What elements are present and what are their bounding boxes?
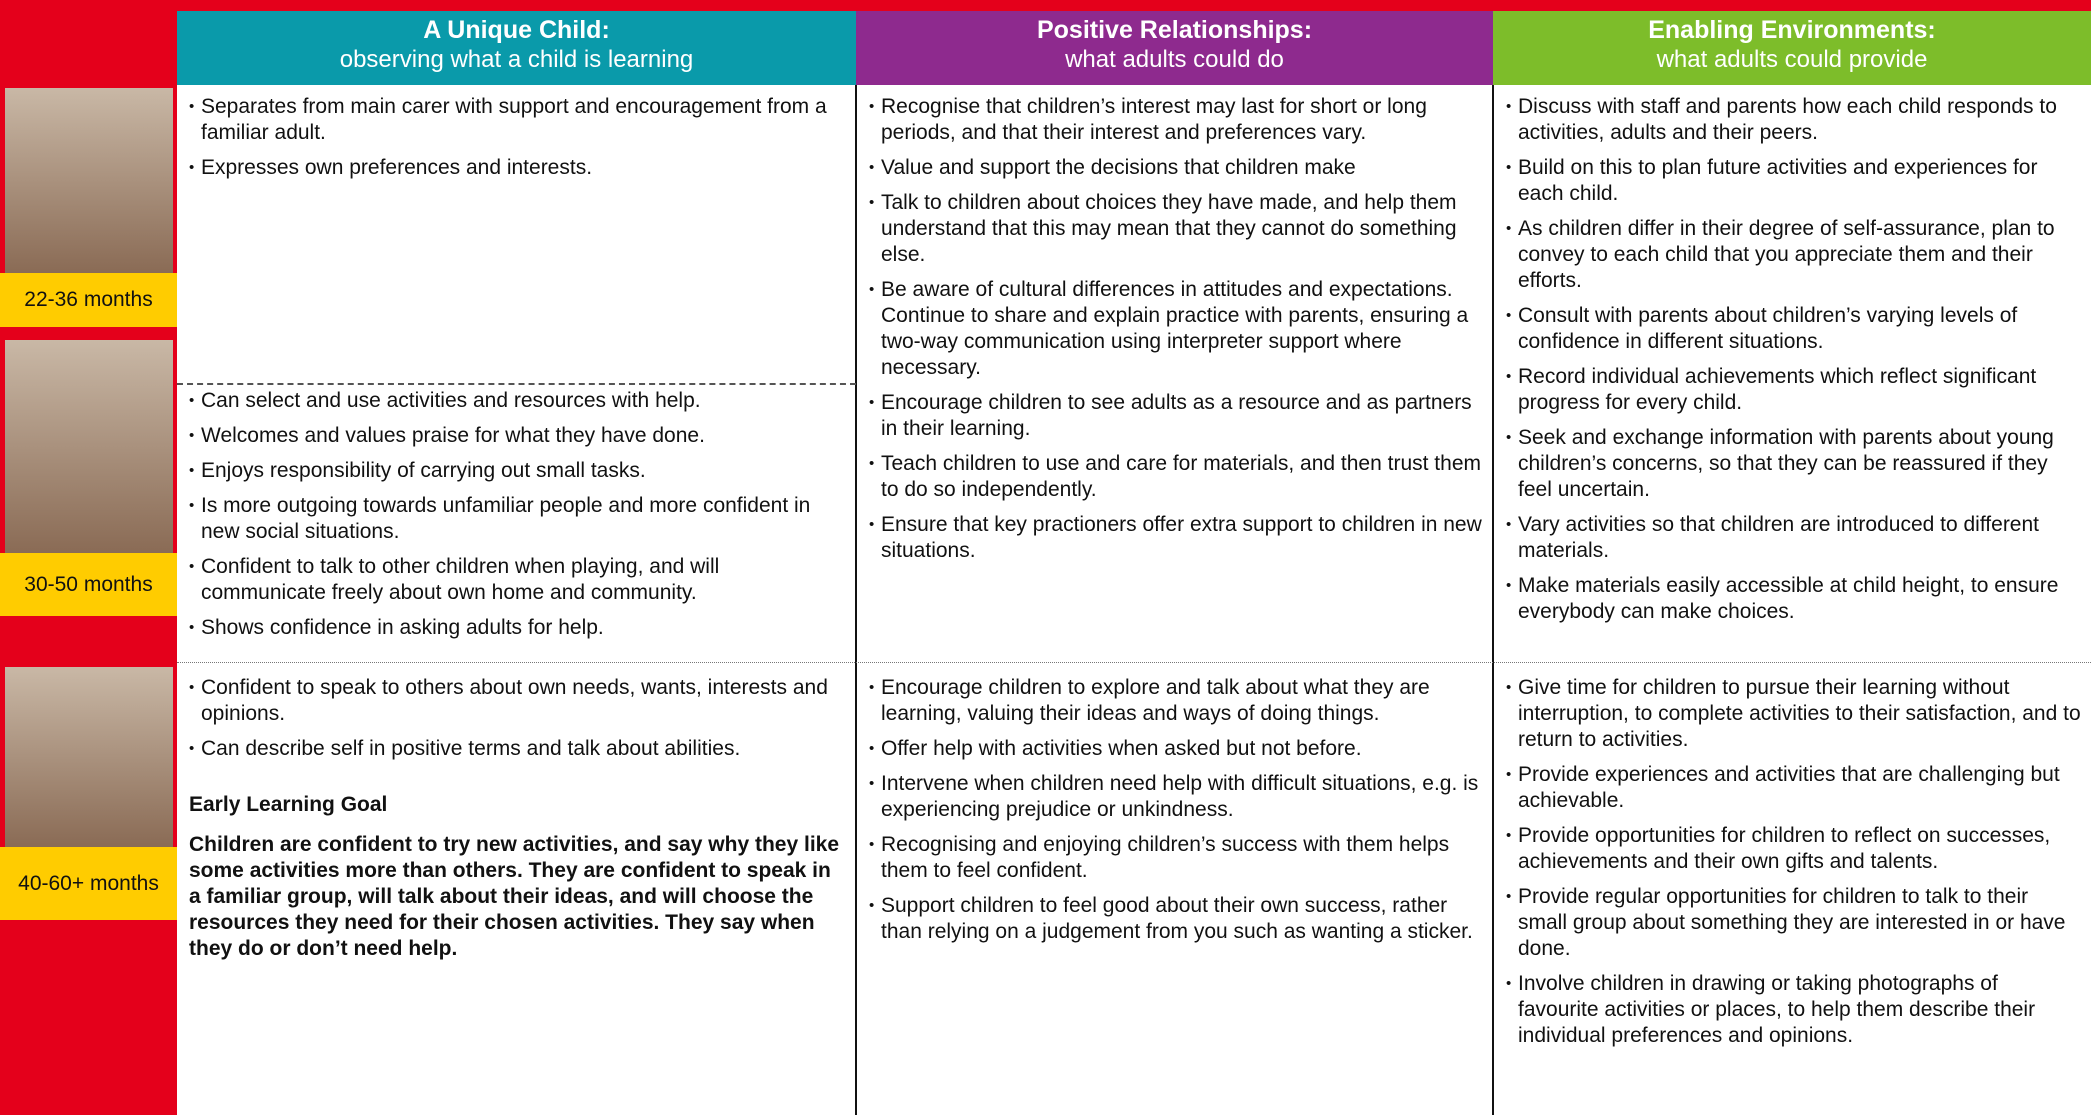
- cell: Separates from main carer with support a…: [177, 88, 855, 190]
- bullet-item: Enjoys responsibility of carrying out sm…: [189, 458, 845, 484]
- header-subtitle: observing what a child is learning: [339, 46, 694, 73]
- cell: Confident to speak to others about own n…: [177, 669, 855, 962]
- bullet-item: Is more outgoing towards unfamiliar peop…: [189, 493, 845, 545]
- bullet-item: Involve children in drawing or taking ph…: [1506, 971, 2081, 1049]
- goal-heading: Early Learning Goal: [189, 793, 388, 816]
- bullet-item: Can select and use activities and resour…: [189, 388, 845, 414]
- header-unique-child: A Unique Child: observing what a child i…: [177, 11, 856, 85]
- cell: Encourage children to explore and talk a…: [857, 669, 1493, 954]
- bullet-item: Expresses own preferences and interests.: [189, 155, 845, 181]
- header-title: Positive Relationships:: [1036, 16, 1313, 44]
- row-divider: [177, 383, 856, 385]
- header-subtitle: what adults could do: [1065, 46, 1284, 73]
- bullet-item: Encourage children to see adults as a re…: [869, 390, 1483, 442]
- bullet-item: Be aware of cultural differences in atti…: [869, 277, 1483, 381]
- bullet-list: Confident to speak to others about own n…: [189, 675, 845, 762]
- bullet-list: Separates from main carer with support a…: [189, 94, 845, 181]
- age-label: 30-50 months: [0, 553, 177, 616]
- bullet-item: Offer help with activities when asked bu…: [869, 736, 1483, 762]
- bullet-item: Teach children to use and care for mater…: [869, 451, 1483, 503]
- bullet-item: Give time for children to pursue their l…: [1506, 675, 2081, 753]
- bullet-item: Record individual achievements which ref…: [1506, 364, 2081, 416]
- bullet-list: Can select and use activities and resour…: [189, 388, 845, 641]
- cell: Discuss with staff and parents how each …: [1494, 88, 2091, 634]
- bullet-item: Value and support the decisions that chi…: [869, 155, 1483, 181]
- bullet-list: Discuss with staff and parents how each …: [1506, 94, 2081, 625]
- bullet-item: Ensure that key practioners offer extra …: [869, 512, 1483, 564]
- cell: Give time for children to pursue their l…: [1494, 669, 2091, 1058]
- bullet-item: Recognising and enjoying children’s succ…: [869, 832, 1483, 884]
- child-photo: [5, 340, 173, 553]
- bullet-item: Consult with parents about children’s va…: [1506, 303, 2081, 355]
- header-enabling-environments: Enabling Environments: what adults could…: [1493, 11, 2091, 85]
- bullet-item: Can describe self in positive terms and …: [189, 736, 845, 762]
- column-divider: [1492, 85, 1494, 1115]
- header-title: A Unique Child:: [423, 16, 610, 44]
- bullet-item: Talk to children about choices they have…: [869, 190, 1483, 268]
- bullet-item: Vary activities so that children are int…: [1506, 512, 2081, 564]
- bullet-item: Welcomes and values praise for what they…: [189, 423, 845, 449]
- bullet-list: Give time for children to pursue their l…: [1506, 675, 2081, 1049]
- bullet-item: Build on this to plan future activities …: [1506, 155, 2081, 207]
- bullet-item: Discuss with staff and parents how each …: [1506, 94, 2081, 146]
- goal-text: Children are confident to try new activi…: [189, 833, 840, 960]
- bullet-item: Recognise that children’s interest may l…: [869, 94, 1483, 146]
- column-divider: [855, 85, 857, 1115]
- bullet-item: Seek and exchange information with paren…: [1506, 425, 2081, 503]
- child-photo: [5, 667, 173, 847]
- header-title: Enabling Environments:: [1648, 16, 1936, 44]
- bullet-item: Provide regular opportunities for childr…: [1506, 884, 2081, 962]
- bullet-item: Provide opportunities for children to re…: [1506, 823, 2081, 875]
- bullet-item: As children differ in their degree of se…: [1506, 216, 2081, 294]
- bullet-item: Separates from main carer with support a…: [189, 94, 845, 146]
- bullet-item: Encourage children to explore and talk a…: [869, 675, 1483, 727]
- header-positive-relationships: Positive Relationships: what adults coul…: [856, 11, 1493, 85]
- bullet-item: Intervene when children need help with d…: [869, 771, 1483, 823]
- row-divider: [177, 662, 2091, 663]
- bullet-list: Recognise that children’s interest may l…: [869, 94, 1483, 564]
- bullet-item: Confident to speak to others about own n…: [189, 675, 845, 727]
- bullet-item: Shows confidence in asking adults for he…: [189, 615, 845, 641]
- cell: Recognise that children’s interest may l…: [857, 88, 1493, 573]
- cell: Can select and use activities and resour…: [177, 382, 855, 650]
- bullet-list: Encourage children to explore and talk a…: [869, 675, 1483, 945]
- age-label: 40-60+ months: [0, 847, 177, 920]
- header-subtitle: what adults could provide: [1656, 46, 1928, 73]
- child-photo: [5, 88, 173, 273]
- bullet-item: Make materials easily accessible at chil…: [1506, 573, 2081, 625]
- bullet-item: Confident to talk to other children when…: [189, 554, 845, 606]
- top-band: [0, 0, 2091, 11]
- age-label: 22-36 months: [0, 273, 177, 327]
- bullet-item: Provide experiences and activities that …: [1506, 762, 2081, 814]
- bullet-item: Support children to feel good about thei…: [869, 893, 1483, 945]
